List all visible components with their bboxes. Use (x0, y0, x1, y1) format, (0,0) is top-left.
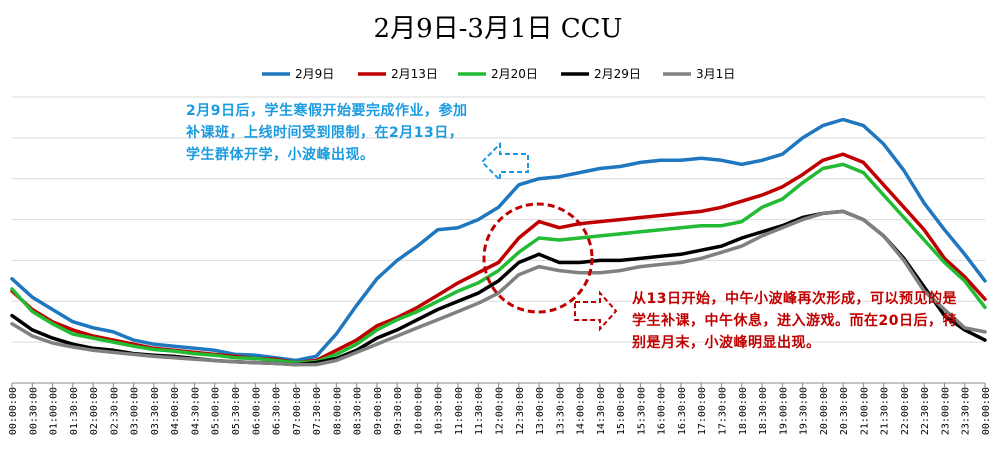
x-tick-label: 20:30:00 (839, 387, 850, 435)
x-tick-label: 07:30:00 (312, 387, 323, 435)
chart-legend: 2月9日 2月13日 2月20日 2月29日 3月1日 (262, 67, 735, 81)
x-tick-label: 10:30:00 (434, 387, 445, 435)
x-tick-label: 10:00:00 (413, 387, 424, 435)
x-tick-label: 23:00:00 (940, 387, 951, 435)
x-tick-label: 17:00:00 (697, 387, 708, 435)
x-tick-label: 08:30:00 (353, 387, 364, 435)
left-arrow-icon (480, 141, 529, 183)
x-tick-label: 19:30:00 (799, 387, 810, 435)
x-tick-label: 06:30:00 (272, 387, 283, 435)
x-tick-label: 01:00:00 (49, 387, 60, 435)
x-tick-label: 14:30:00 (596, 387, 607, 435)
x-tick-label: 09:30:00 (393, 387, 404, 435)
x-tick-label: 07:00:00 (292, 387, 303, 435)
legend-label: 2月20日 (491, 67, 538, 81)
x-tick-label: 21:30:00 (880, 387, 891, 435)
x-tick-label: 12:30:00 (515, 387, 526, 435)
x-tick-label: 18:00:00 (738, 387, 749, 435)
legend-label: 2月9日 (295, 67, 334, 81)
series-line-1 (10, 117, 987, 363)
series-lines (10, 117, 987, 367)
x-tick-label: 00:00:00 (981, 387, 992, 435)
x-tick-label: 09:00:00 (373, 387, 384, 435)
series-line-3 (10, 162, 987, 365)
x-tick-label: 19:00:00 (778, 387, 789, 435)
annotation-shapes (480, 141, 618, 332)
x-tick-label: 13:30:00 (555, 387, 566, 435)
x-tick-label: 02:00:00 (89, 387, 100, 435)
x-tick-label: 13:00:00 (535, 387, 546, 435)
x-tick-label: 11:00:00 (454, 387, 465, 435)
x-tick-label: 03:30:00 (150, 387, 161, 435)
annotation-feb9: 2月9日后，学生寒假开始要完成作业，参加补课班，上线时间受到限制，在2月13日，… (186, 103, 468, 163)
x-tick-label: 22:30:00 (920, 387, 931, 435)
x-tick-label: 04:30:00 (190, 387, 201, 435)
x-tick-label: 22:00:00 (900, 387, 911, 435)
x-tick-label: 00:30:00 (28, 387, 39, 435)
x-tick-label: 21:00:00 (859, 387, 870, 435)
annotation-midday-peak: 从13日开始，中午小波峰再次形成，可以预见的是学生补课，中午休息，进入游戏。而在… (632, 291, 957, 351)
x-tick-label: 20:00:00 (819, 387, 830, 435)
x-tick-label: 16:00:00 (657, 387, 668, 435)
legend-label: 2月29日 (594, 67, 641, 81)
chart-title: 2月9日-3月1日 CCU (374, 14, 623, 44)
x-tick-label: 17:30:00 (717, 387, 728, 435)
x-tick-label: 15:30:00 (636, 387, 647, 435)
x-tick-label: 23:30:00 (961, 387, 972, 435)
series-line-5 (10, 209, 987, 367)
x-tick-label: 14:00:00 (576, 387, 587, 435)
x-tick-label: 01:30:00 (69, 387, 80, 435)
x-tick-label: 02:30:00 (109, 387, 120, 435)
x-tick-label: 04:00:00 (170, 387, 181, 435)
x-tick-label: 12:00:00 (495, 387, 506, 435)
x-tick-label: 11:30:00 (474, 387, 485, 435)
highlight-circle (482, 202, 594, 314)
x-tick-label: 05:00:00 (211, 387, 222, 435)
x-tick-label: 15:00:00 (616, 387, 627, 435)
x-tick-label: 00:00:00 (8, 387, 19, 435)
x-tick-label: 05:30:00 (231, 387, 242, 435)
x-tick-label: 03:00:00 (130, 387, 141, 435)
x-tick-label: 08:00:00 (332, 387, 343, 435)
legend-label: 2月13日 (391, 67, 438, 81)
legend-label: 3月1日 (696, 67, 735, 81)
x-tick-label: 06:00:00 (251, 387, 262, 435)
right-arrow-icon (574, 290, 618, 332)
x-tick-label: 18:30:00 (758, 387, 769, 435)
x-tick-label: 16:30:00 (677, 387, 688, 435)
x-axis: 00:00:00 00:30:00 01:00:00 01:30:00 02:00:00… (8, 382, 992, 435)
